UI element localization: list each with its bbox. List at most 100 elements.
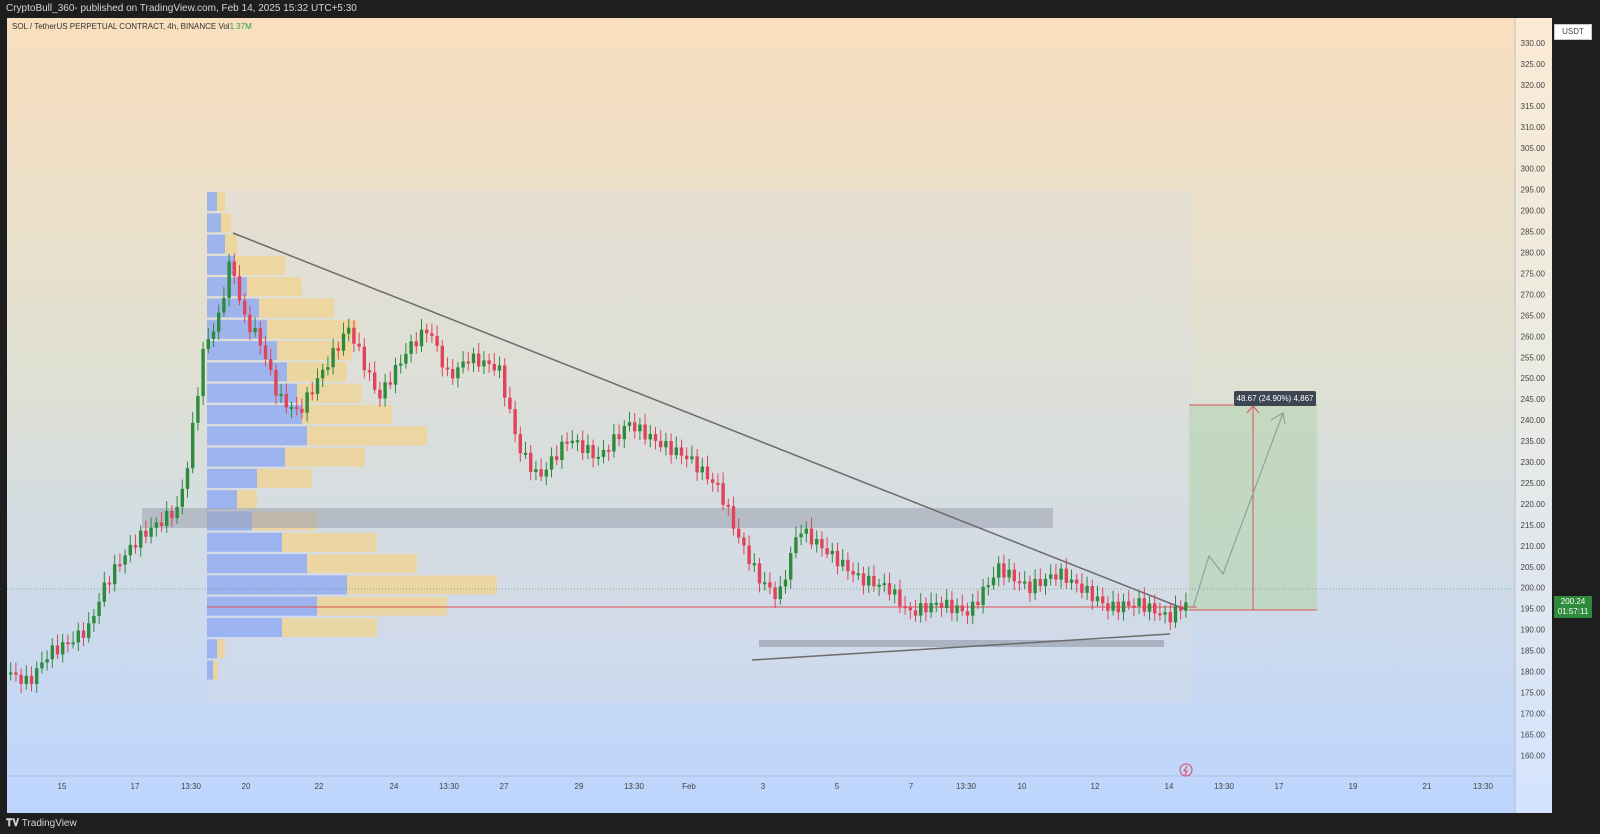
candle-body — [1043, 578, 1048, 587]
candle-body — [253, 328, 257, 333]
candle-body — [492, 363, 496, 371]
candle-body — [1002, 563, 1006, 578]
vp-bar-blue — [207, 192, 217, 211]
candle-body — [622, 425, 626, 440]
candle-body — [581, 440, 585, 453]
candle-body — [638, 424, 642, 432]
vp-bar-yellow — [213, 660, 218, 680]
candle-body — [742, 537, 746, 546]
candle-body — [731, 506, 736, 529]
chart-canvas[interactable]: 330.00 325.00 320.00 315.00 310.00 305.00 300.… — [7, 18, 1552, 813]
currency-badge[interactable]: USDT — [1554, 24, 1592, 40]
candle-body — [903, 606, 907, 609]
chart-legend[interactable]: SOL / TetherUS PERPETUAL CONTRACT, 4h, B… — [12, 22, 252, 31]
vp-bar-blue — [207, 660, 213, 680]
candle-body — [414, 341, 418, 347]
candle-body — [887, 583, 892, 595]
time-tick: 22 — [315, 782, 324, 791]
candle-body — [960, 605, 964, 612]
candle-body — [555, 456, 559, 460]
event-marker-icon[interactable] — [1179, 763, 1193, 777]
candle-body — [263, 345, 268, 360]
vp-bar-blue — [207, 639, 217, 659]
candle-body — [820, 539, 824, 549]
vp-bar-blue — [207, 596, 317, 616]
vp-bar-blue — [207, 213, 221, 233]
candle-body — [185, 468, 190, 489]
candle-body — [1106, 603, 1110, 611]
candle-body — [685, 455, 689, 460]
vp-bar-blue — [207, 383, 297, 403]
time-tick: 13:30 — [439, 782, 460, 791]
candle-body — [1075, 579, 1079, 584]
candle-body — [534, 469, 538, 472]
vp-bar-yellow — [237, 490, 257, 510]
candle-body — [466, 361, 470, 364]
price-tick: 305.00 — [1521, 144, 1546, 153]
candle-body — [29, 675, 34, 685]
candle-body — [128, 544, 132, 556]
candle-body — [669, 441, 673, 456]
candle-body — [1085, 586, 1089, 593]
candle-body — [986, 585, 990, 588]
tradingview-logo-icon[interactable]: 𝐓𝐕 — [6, 818, 20, 829]
vp-bar-yellow — [307, 554, 417, 574]
candle-body — [1132, 605, 1136, 608]
candle-body — [705, 466, 710, 480]
time-tick: 20 — [242, 782, 251, 791]
candle-body — [97, 601, 101, 617]
candle-body — [789, 553, 793, 580]
vp-bar-blue — [207, 405, 302, 424]
candle-body — [716, 482, 720, 485]
candle-body — [331, 348, 335, 368]
candle-body — [139, 530, 143, 548]
candle-body — [934, 602, 938, 605]
time-tick: 17 — [1275, 782, 1284, 791]
price-tick: 250.00 — [1521, 374, 1546, 383]
candle-body — [76, 630, 80, 643]
price-tick: 315.00 — [1521, 102, 1546, 111]
price-tick: 220.00 — [1521, 500, 1546, 509]
price-tick: 325.00 — [1521, 60, 1546, 69]
time-tick: 15 — [58, 782, 67, 791]
candle-body — [362, 346, 366, 371]
support-zone — [759, 640, 1164, 647]
vp-bar-yellow — [235, 255, 285, 275]
candle-body — [799, 533, 803, 538]
price-tick: 190.00 — [1521, 626, 1546, 635]
candle-body — [232, 261, 236, 277]
price-tick: 270.00 — [1521, 290, 1546, 299]
price-tick: 240.00 — [1521, 416, 1546, 425]
candle-body — [321, 369, 325, 379]
candle-body — [383, 382, 387, 399]
candle-body — [825, 548, 829, 555]
candle-body — [1054, 574, 1058, 580]
time-tick: 13:30 — [1214, 782, 1235, 791]
candle-body — [352, 327, 356, 344]
time-tick: 27 — [500, 782, 509, 791]
price-tick: 180.00 — [1521, 668, 1546, 677]
candle-body — [336, 348, 340, 351]
candle-body — [924, 603, 928, 613]
vp-bar-blue — [207, 554, 307, 574]
candle-body — [513, 409, 517, 435]
time-tick: 13:30 — [624, 782, 645, 791]
price-tick: 215.00 — [1521, 521, 1546, 530]
candle-body — [404, 353, 408, 364]
candle-body — [295, 407, 299, 410]
candle-body — [846, 559, 850, 572]
chart-area[interactable]: 330.00 325.00 320.00 315.00 310.00 305.00 300.… — [7, 18, 1552, 813]
candle-body — [222, 297, 226, 313]
price-tick: 330.00 — [1521, 39, 1546, 48]
price-tick: 205.00 — [1521, 563, 1546, 572]
vp-bar-blue — [207, 575, 347, 595]
candle-body — [393, 365, 398, 385]
candle-body — [165, 511, 169, 526]
candle-body — [206, 338, 210, 349]
candle-body — [586, 444, 590, 453]
candle-body — [1127, 601, 1131, 606]
candle-body — [1147, 603, 1152, 612]
candle-body — [653, 434, 658, 441]
candle-body — [1007, 569, 1011, 578]
candle-body — [487, 360, 491, 364]
